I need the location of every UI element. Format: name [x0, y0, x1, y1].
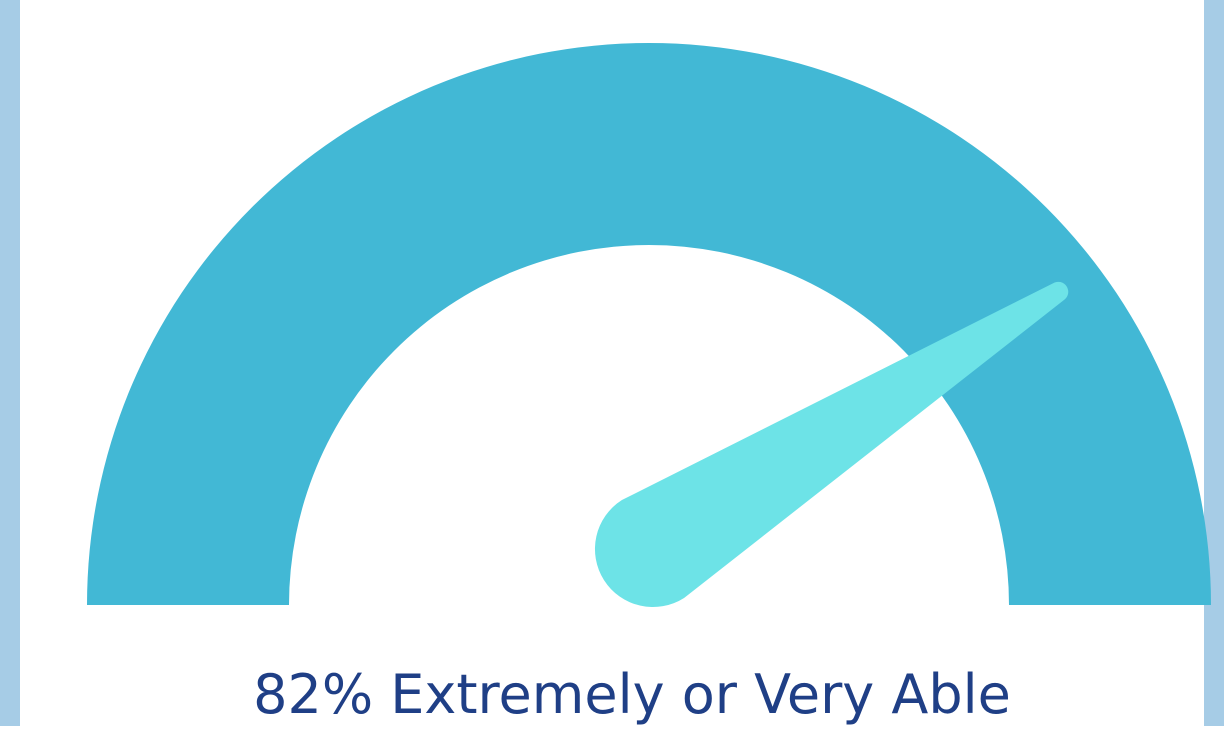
gauge-caption: 82% Extremely or Very Able [253, 663, 1011, 726]
gauge-chart [87, 43, 1211, 608]
gauge-arc [87, 43, 1211, 605]
gauge-needle [594, 281, 1069, 608]
